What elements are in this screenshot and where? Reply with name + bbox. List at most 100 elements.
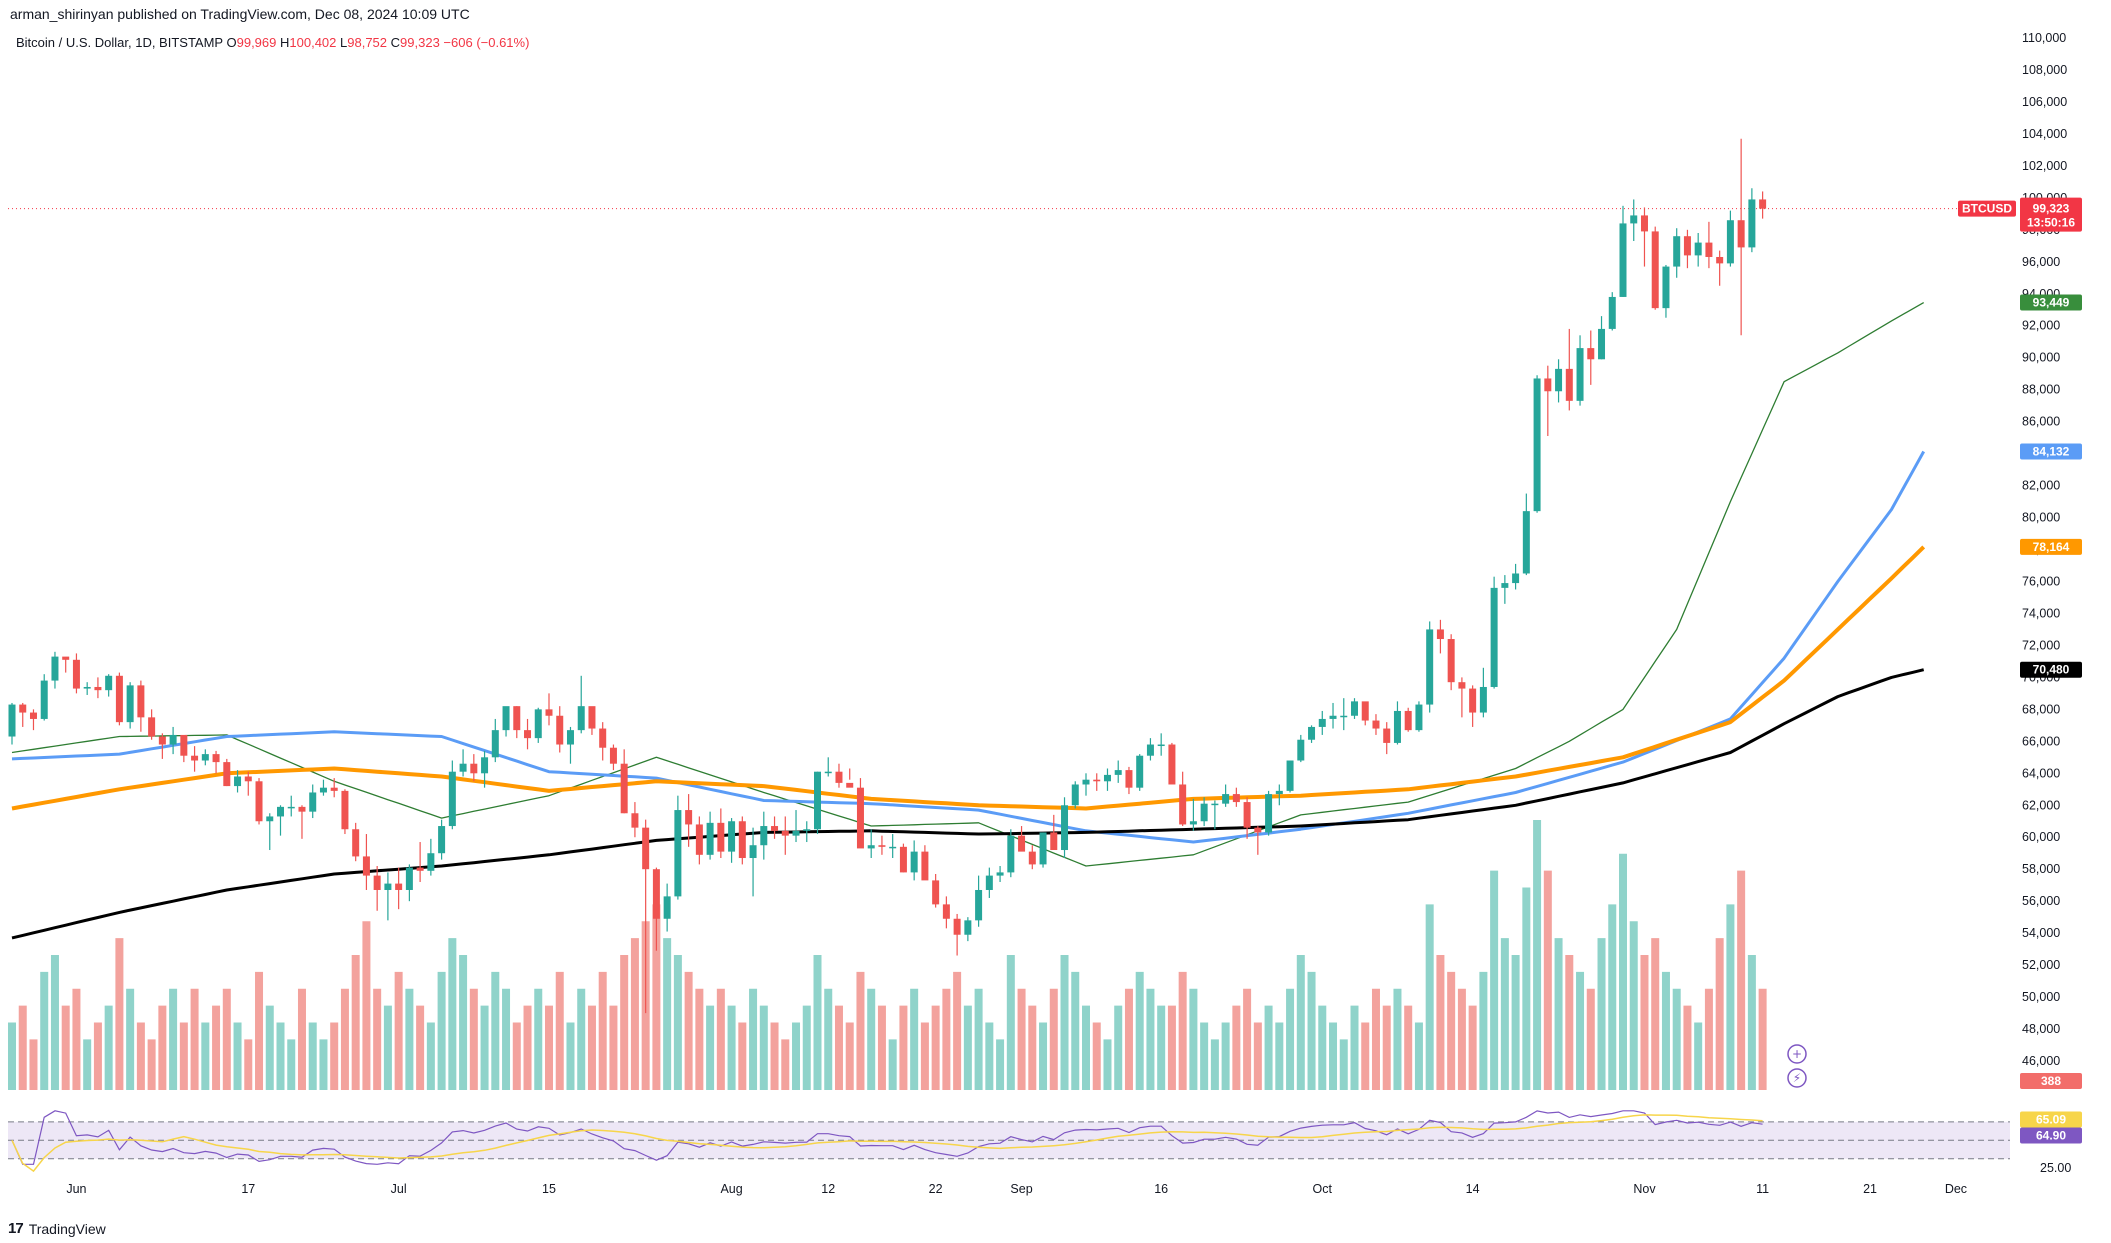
add-alert-icon-glyph: +: [1792, 1047, 1802, 1061]
volume-bar: [1543, 870, 1552, 1090]
volume-bar: [931, 1005, 940, 1090]
candle-body: [513, 706, 521, 731]
volume-bar: [770, 1022, 779, 1090]
volume-bar: [609, 1005, 618, 1090]
candle-body: [298, 806, 306, 812]
candle-body: [792, 830, 800, 836]
volume-bar: [1640, 955, 1649, 1090]
date-tick-label: 22: [929, 1182, 943, 1196]
candle-body: [341, 790, 349, 830]
candle-body: [964, 920, 972, 935]
volume-bar: [104, 1005, 113, 1090]
high-value: 100,402: [289, 35, 337, 50]
side-icons[interactable]: +⚡: [1787, 1044, 1807, 1088]
volume-badge: 388: [2041, 1074, 2061, 1088]
volume-bar: [899, 1005, 908, 1090]
open-value: 99,969: [236, 35, 277, 50]
volume-bar: [953, 971, 962, 1090]
candle-body: [846, 782, 854, 788]
candle-body: [148, 717, 156, 737]
volume-bar: [738, 1022, 747, 1090]
volume-bar: [1479, 971, 1488, 1090]
candle-body: [1189, 821, 1197, 825]
footer-brand[interactable]: 17 TradingView: [8, 1220, 106, 1237]
volume-bar: [201, 1022, 210, 1090]
candle-body: [663, 896, 671, 919]
candle-body: [545, 709, 553, 716]
candle-body: [1265, 794, 1273, 833]
volume-bar: [1350, 1005, 1359, 1090]
volume-bar: [426, 1022, 435, 1090]
volume-bar: [362, 921, 371, 1090]
volume-bar: [942, 988, 951, 1090]
volume-bar: [1071, 971, 1080, 1090]
volume-bar: [577, 988, 586, 1090]
candle-body: [1243, 802, 1251, 828]
volume-bar: [1114, 1005, 1123, 1090]
volume-bar: [1629, 921, 1638, 1090]
price-tick-label: 64,000: [2022, 766, 2060, 780]
candle-body: [427, 853, 435, 871]
candle-body: [1136, 755, 1144, 788]
volume-bar: [587, 1005, 596, 1090]
candle-body: [899, 846, 907, 873]
date-tick-label: Oct: [1313, 1182, 1333, 1196]
candle-body: [234, 776, 242, 787]
candle-body: [1565, 368, 1573, 401]
volume-bar: [1576, 971, 1585, 1090]
candle-body: [942, 904, 950, 919]
candle-body: [287, 806, 295, 809]
volume-bar: [1275, 1022, 1284, 1090]
change-value: −606 (−0.61%): [443, 35, 530, 50]
volume-bar: [50, 955, 59, 1090]
ma-badge-sma100-bg: [2020, 538, 2082, 555]
volume-bar: [727, 1005, 736, 1090]
price-tick-label: 110,000: [2022, 31, 2066, 45]
candle-body: [1630, 215, 1638, 224]
candle-body: [1286, 760, 1294, 791]
candle-body: [867, 845, 875, 849]
candle-body: [62, 656, 70, 660]
price-tick-label: 96,000: [2022, 255, 2060, 269]
volume-bar: [1039, 1022, 1048, 1090]
volume-bar: [394, 971, 403, 1090]
candle-body: [588, 706, 596, 729]
price-tick-label: 48,000: [2022, 1022, 2060, 1036]
volume-bar: [673, 955, 682, 1090]
volume-bar: [61, 1005, 70, 1090]
volume-bar: [1157, 1005, 1166, 1090]
candle-body: [137, 685, 145, 718]
candle-body: [889, 846, 897, 849]
candle-body: [642, 827, 650, 870]
candle-body: [1168, 744, 1176, 785]
quick-event-icon-ring: [1787, 1068, 1807, 1088]
candle-body: [1351, 701, 1358, 716]
candle-body: [72, 659, 80, 689]
candle-body: [728, 821, 736, 852]
volume-bar: [566, 1022, 575, 1090]
volume-bar: [351, 955, 360, 1090]
date-tick-label: Jun: [66, 1182, 86, 1196]
rsi-value-badge-bg: [2020, 1127, 2082, 1144]
candles[interactable]: [8, 138, 1767, 1014]
symbol-legend[interactable]: Bitcoin / U.S. Dollar, 1D, BITSTAMP O99,…: [16, 35, 529, 50]
price-tick-label: 50,000: [2022, 990, 2060, 1004]
price-tick-label: 52,000: [2022, 958, 2060, 972]
volume-bar: [813, 955, 822, 1090]
add-alert-icon[interactable]: +: [1787, 1044, 1807, 1064]
candle-body: [985, 875, 993, 890]
volume-bar: [1307, 971, 1316, 1090]
candle-body: [1587, 348, 1595, 360]
quick-event-icon[interactable]: ⚡: [1787, 1068, 1807, 1088]
volume-bar: [1447, 971, 1456, 1090]
volume-bar: [877, 1005, 886, 1090]
candle-body: [395, 883, 403, 890]
volume-bar: [1339, 1039, 1348, 1090]
rsi-value-badge: 64.90: [2036, 1129, 2066, 1143]
volume-bar: [1726, 904, 1735, 1090]
volume-bar: [652, 904, 661, 1090]
candle-body: [803, 829, 811, 831]
volume-bar: [1017, 988, 1026, 1090]
volume-bar: [781, 1039, 790, 1090]
